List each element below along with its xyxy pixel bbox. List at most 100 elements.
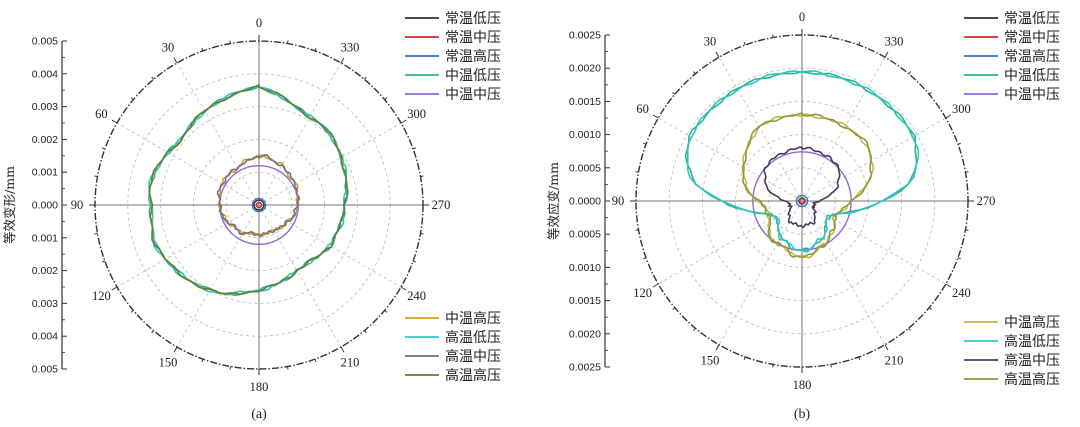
rim-tick [672,307,676,311]
angle-label-330: 330 [341,40,360,54]
radial-tick-label: 0.0015 [569,96,601,108]
angle-label-60: 60 [95,107,108,121]
series-中温高压 [741,113,875,259]
rim-tick [111,119,118,124]
radial-tick-label: 0.002 [32,134,58,146]
grid-spoke [718,200,803,345]
rim-tick [652,114,659,119]
radial-axis: 0.0025 0.0020 0.0015 0.0010 0.0005 0.0000 0.00… [569,30,610,374]
radial-tick-label: 0.0025 [569,362,601,374]
rim-tick [743,42,746,46]
legend-label: 中温低压 [1004,68,1060,84]
legend-label: 高温低压 [445,329,501,346]
rim-tick [715,344,720,351]
rim-tick [314,47,317,52]
rim-tick [384,97,388,100]
grid-spoke [801,200,946,285]
rim-tick [101,260,106,263]
rim-tick [908,71,912,75]
angle-label-270: 270 [977,194,996,208]
angle-label-150: 150 [159,356,178,370]
legend-label: 中温中压 [1004,87,1060,103]
radial-tick-label: 0.000 [32,200,58,212]
radial-tick-label: 0.001 [32,232,58,244]
panel-a-polar-chart: 03060901201501802102402703003300.0050.00… [2,11,501,422]
angle-label-120: 120 [633,286,652,300]
radial-tick-label: 0.0020 [569,63,601,75]
radial-tick-label: 0.0010 [569,129,601,141]
rim-tick [340,346,345,353]
panel-b-polar-chart: 03060901201501802102402703003300.00250.0… [546,10,1060,422]
rim-tick [412,147,417,150]
legend-label: 常温中压 [1004,30,1060,46]
series-常温低压 [253,199,265,211]
series-高温中压 [216,154,301,238]
legend-label: 常温高压 [445,48,501,65]
rim-tick [643,257,647,260]
rim-tick [94,175,98,178]
legend-label: 中温高压 [1004,314,1060,331]
rim-tick [715,51,720,58]
grid-spoke [116,122,260,206]
panel-caption: (a) [251,407,267,422]
rim-tick [314,358,317,363]
series-高温中压 [763,146,841,229]
series-常温中压 [798,197,806,205]
rim-tick [173,346,178,353]
angle-label-0: 0 [799,10,805,24]
angle-label-240: 240 [407,289,426,303]
rim-tick [965,229,969,231]
rim-tick [384,310,388,313]
rim-tick [928,307,932,311]
legend-label: 常温高压 [1004,48,1060,65]
radial-tick-label: 0.002 [32,265,58,277]
rim-tick [957,142,961,145]
rim-tick [229,40,232,44]
radial-tick-label: 0.005 [32,36,58,48]
angle-label-330: 330 [885,35,904,49]
radial-tick-label: 0.001 [32,167,58,179]
radial-tick-label: 0.005 [32,364,58,376]
rim-tick [635,229,639,231]
rim-tick [830,34,832,38]
legend-label: 常温中压 [445,30,501,46]
legend-label: 高温高压 [1004,371,1060,388]
rim-tick [412,260,417,263]
rim-tick [652,283,659,288]
rim-tick [420,175,424,178]
angle-label-210: 210 [341,356,360,370]
grid-spoke [176,62,260,206]
rim-tick [420,232,424,235]
angle-label-180: 180 [250,380,269,394]
angle-label-180: 180 [793,378,812,392]
rim-tick [635,171,639,173]
rim-tick [364,330,367,334]
rim-tick [743,356,746,360]
rim-tick [858,356,861,360]
legend-label: 高温低压 [1004,333,1060,350]
legend-label: 中温中压 [445,87,501,103]
polar-grid [95,41,423,369]
series-高温高压 [741,111,873,259]
series-group [684,70,920,259]
radial-axis-title: 等效变形/mm [2,166,17,244]
series-高温低压 [686,70,920,253]
angle-label-120: 120 [92,289,111,303]
angle-label-150: 150 [701,353,720,367]
grid-spoke [718,57,803,202]
series-中温低压 [684,70,918,252]
series-高温低压 [147,85,349,296]
rim-tick [643,142,647,145]
rim-tick [94,232,98,235]
rim-tick [201,47,204,52]
legend-label: 高温中压 [1004,352,1060,369]
legend-label: 中温低压 [445,68,501,84]
rim-tick [400,286,407,291]
radial-tick-label: 0.0005 [569,229,601,241]
legend-label: 高温中压 [445,348,501,365]
